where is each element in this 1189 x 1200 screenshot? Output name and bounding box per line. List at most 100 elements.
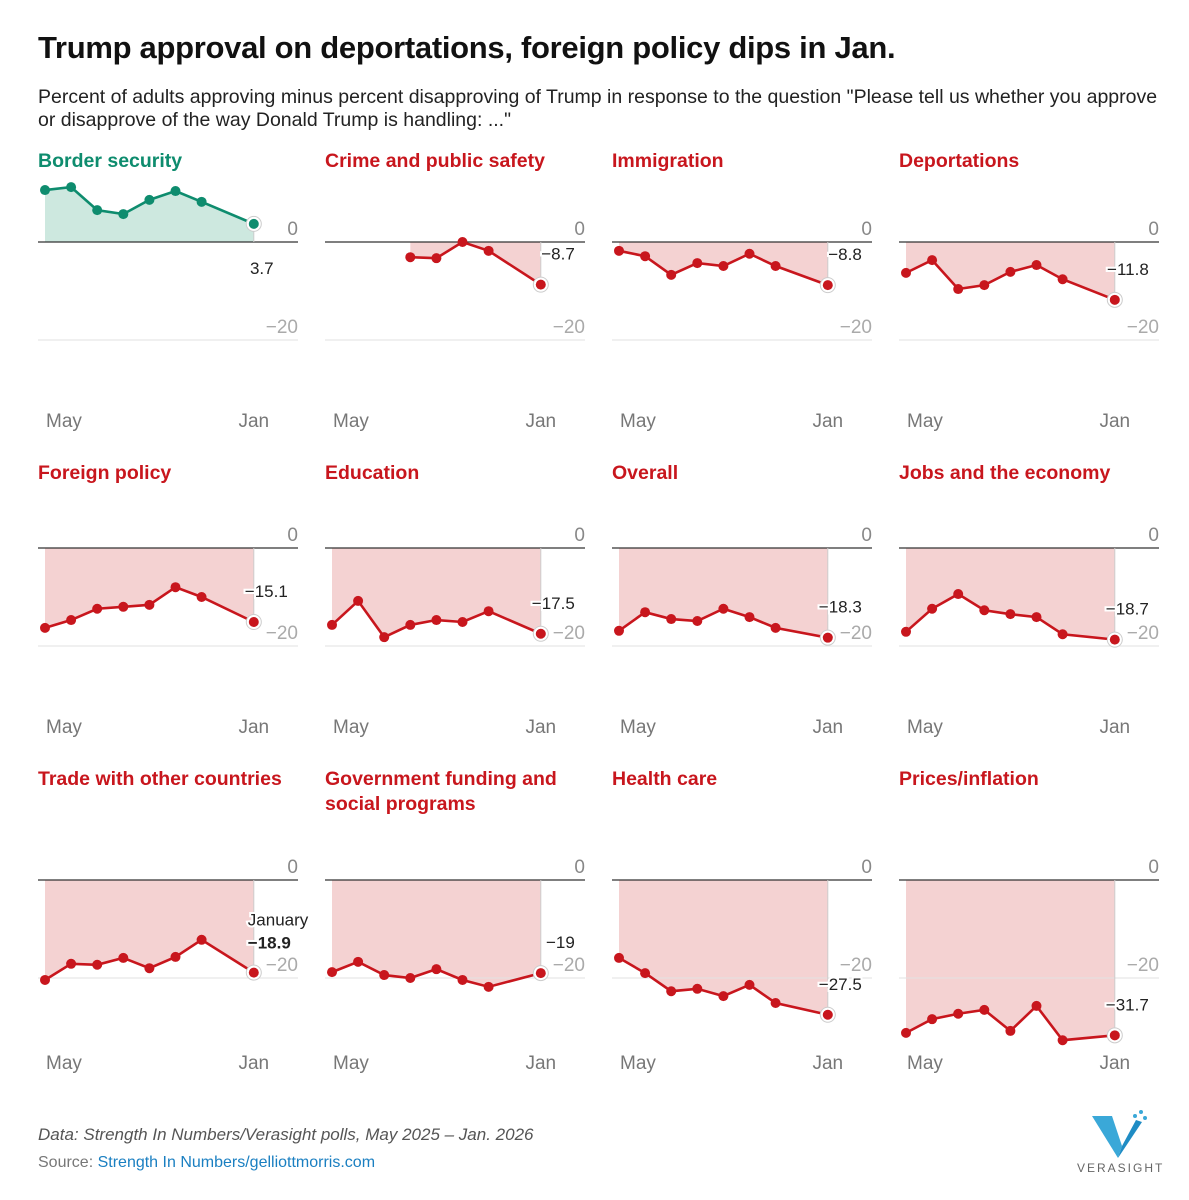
data-point: [66, 615, 77, 626]
area-fill: [906, 548, 1115, 640]
panel-title: Education: [325, 462, 420, 484]
panel-title: Government funding and social programs: [325, 768, 557, 815]
data-point: [92, 205, 103, 216]
x-tick-label: May: [620, 1053, 656, 1074]
data-point: [666, 986, 677, 997]
data-point: [196, 592, 207, 602]
data-point: [170, 951, 181, 962]
area-fill: [410, 242, 541, 285]
data-point: [822, 280, 833, 291]
data-point: [744, 979, 755, 990]
data-point: [405, 973, 416, 983]
data-point: [901, 1027, 911, 1038]
x-tick-label: Jan: [238, 1053, 269, 1074]
data-point: [431, 615, 442, 626]
x-tick-label: May: [907, 717, 943, 738]
x-tick-label: May: [620, 411, 656, 432]
data-note: Data: Strength In Numbers/Verasight poll…: [38, 1125, 534, 1144]
data-point: [379, 970, 390, 981]
data-point: [901, 626, 911, 637]
data-label: −8.7: [541, 245, 575, 264]
data-point: [901, 267, 911, 278]
data-point: [66, 182, 77, 193]
x-tick-label: May: [46, 411, 82, 432]
y-tick-label: 0: [287, 525, 298, 546]
data-point: [692, 258, 703, 269]
chart-subtitle: Percent of adults approving minus percen…: [38, 86, 1158, 131]
y-tick-label: −20: [1127, 317, 1159, 338]
data-point: [248, 616, 259, 627]
y-tick-label: −20: [553, 955, 585, 976]
x-tick-label: Jan: [238, 717, 269, 738]
data-point: [1005, 609, 1016, 620]
data-point: [614, 952, 624, 963]
data-point: [927, 1014, 938, 1025]
data-point: [405, 619, 416, 630]
data-point: [770, 997, 781, 1008]
data-point: [1057, 1035, 1068, 1046]
area-fill: [45, 880, 254, 980]
data-point: [92, 603, 103, 614]
data-point: [1005, 266, 1016, 277]
data-label: −27.5: [819, 975, 862, 994]
x-tick-label: May: [907, 411, 943, 432]
data-point: [40, 185, 50, 196]
data-point: [483, 981, 494, 992]
data-point: [1109, 294, 1120, 305]
data-point: [770, 622, 781, 633]
x-tick-label: May: [333, 717, 369, 738]
source-link[interactable]: Strength In Numbers/gelliottmorris.com: [97, 1154, 376, 1171]
data-point: [640, 607, 651, 618]
data-point: [979, 1004, 990, 1015]
data-point: [535, 628, 546, 639]
data-point: [248, 218, 259, 229]
y-tick-label: 0: [574, 219, 585, 240]
data-point: [744, 248, 755, 259]
data-point: [953, 1008, 964, 1019]
area-fill: [619, 548, 828, 638]
panel-title: Trade with other countries: [38, 768, 282, 790]
data-point: [640, 968, 651, 979]
panel-title: Prices/inflation: [899, 768, 1039, 790]
data-point: [1005, 1025, 1016, 1036]
data-point: [640, 251, 651, 262]
y-tick-label: 0: [574, 525, 585, 546]
y-tick-label: 0: [861, 857, 872, 878]
x-tick-label: Jan: [812, 1053, 843, 1074]
y-tick-label: 0: [861, 219, 872, 240]
data-point: [535, 968, 546, 979]
y-tick-label: −20: [840, 317, 872, 338]
data-point: [953, 589, 964, 600]
data-point: [1031, 612, 1042, 623]
x-tick-label: May: [46, 1053, 82, 1074]
area-fill: [332, 880, 541, 987]
y-tick-label: −20: [266, 317, 298, 338]
data-point: [692, 616, 703, 627]
data-label: −31.7: [1106, 995, 1149, 1014]
panel-title: Deportations: [899, 150, 1020, 172]
data-point: [196, 196, 207, 207]
data-point: [66, 958, 77, 969]
data-label: −18.9: [248, 934, 291, 953]
area-fill: [619, 880, 828, 1015]
data-point: [457, 237, 468, 247]
y-tick-label: −20: [553, 317, 585, 338]
data-point: [666, 269, 677, 280]
y-tick-label: 0: [574, 857, 585, 878]
data-point: [770, 261, 781, 272]
y-tick-label: 0: [1148, 219, 1159, 240]
panel-title: Border security: [38, 150, 183, 172]
data-label: −19: [546, 933, 575, 952]
data-point: [405, 252, 416, 263]
data-point: [248, 967, 259, 978]
data-point: [457, 616, 468, 627]
x-tick-label: May: [333, 1053, 369, 1074]
data-point: [953, 284, 964, 295]
data-point: [1031, 1000, 1042, 1011]
data-label: −18.7: [1106, 600, 1149, 619]
data-point: [327, 619, 337, 630]
series-line: [618, 956, 829, 1017]
data-point: [483, 606, 494, 617]
data-label: −18.3: [819, 598, 862, 617]
